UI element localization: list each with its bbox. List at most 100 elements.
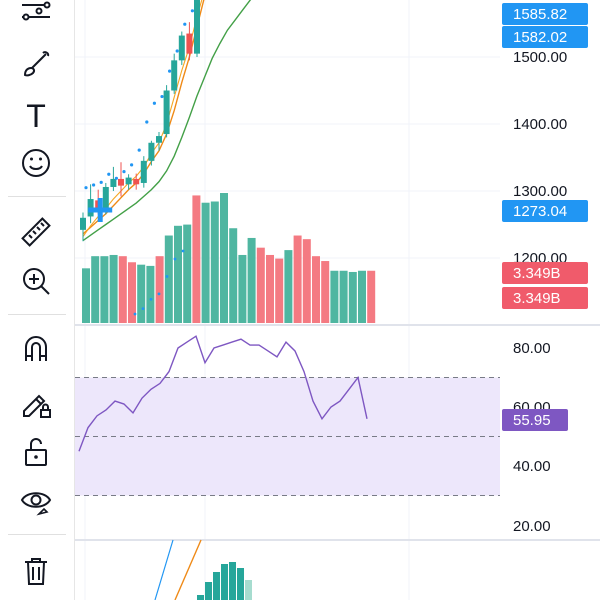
remove-drawings-tool[interactable]	[14, 551, 58, 591]
volume-bar	[220, 193, 228, 323]
trash-icon	[25, 558, 47, 585]
price-tag-bg	[502, 26, 588, 48]
magnet-tool[interactable]	[14, 330, 58, 370]
ruler-icon	[21, 217, 51, 247]
histogram-bar	[245, 580, 252, 600]
crosshair-marker	[88, 198, 113, 222]
candle-body	[118, 178, 124, 186]
candle-body	[178, 35, 185, 61]
indicator-dot	[190, 9, 194, 13]
rsi-tick-label: 80.00	[513, 340, 551, 357]
volume-bar	[174, 225, 182, 323]
indicator-dot	[181, 249, 185, 253]
indicator-dot	[183, 22, 187, 26]
indicator-dot	[168, 69, 172, 73]
smiley-icon	[22, 149, 50, 177]
candle-body	[163, 90, 170, 135]
zoom-tool[interactable]	[14, 261, 58, 301]
lines-icon	[22, 1, 51, 21]
volume-bar	[312, 256, 320, 323]
volume-bar	[155, 256, 164, 323]
indicator-dot	[141, 307, 145, 311]
candle-body	[194, 0, 200, 54]
magnet-icon	[25, 336, 47, 361]
price-tag: 1582.02	[502, 26, 588, 48]
indicator-dot	[175, 49, 179, 53]
volume-bar	[201, 202, 210, 323]
hide-drawings-tool[interactable]	[14, 480, 58, 520]
zoom-in-icon	[23, 268, 50, 295]
price-tick-label: 1300.00	[513, 183, 567, 200]
volume-bar	[339, 270, 348, 323]
brush-icon	[23, 51, 50, 77]
toolbar-separator	[8, 534, 66, 535]
histogram-bar	[221, 564, 228, 600]
price-tag: 1585.82	[502, 3, 588, 25]
price-pane	[80, 0, 376, 323]
indicator-dot	[92, 183, 96, 187]
lower-blue-line	[154, 539, 174, 600]
indicator-dot	[160, 94, 164, 99]
price-tag-bg	[502, 287, 588, 309]
indicator-dot	[122, 170, 126, 174]
volume-bar	[118, 256, 127, 323]
price-axis[interactable]: 1500.001400.001300.001200.001585.821582.…	[502, 3, 588, 535]
volume-bar	[238, 254, 247, 323]
price-tag: 3.349B	[502, 262, 588, 284]
indicator-dot	[152, 101, 156, 105]
candle-body	[140, 160, 147, 183]
indicator-dot	[145, 120, 149, 124]
candle-body	[125, 177, 132, 185]
volume-bar	[146, 265, 155, 323]
candle-body	[186, 33, 193, 54]
rsi-tag-label: 55.95	[513, 412, 551, 429]
indicator-dot	[114, 176, 118, 180]
volume-bar	[100, 256, 109, 323]
indicator-dot	[157, 292, 161, 296]
candle-body	[148, 142, 155, 161]
text-tool-glyph: T	[26, 98, 46, 132]
lock-drawings-tool[interactable]	[14, 383, 58, 423]
measure-tool[interactable]	[14, 212, 58, 252]
price-tag-label: 1582.02	[513, 29, 567, 46]
volume-bar	[302, 239, 311, 323]
price-tick-label: 1500.00	[513, 49, 567, 66]
price-tag: 3.349B	[502, 287, 588, 309]
price-tag-label: 1585.82	[513, 6, 567, 23]
chart-area[interactable]: 1500.001400.001300.001200.001585.821582.…	[75, 0, 600, 600]
candle-body	[133, 178, 140, 185]
indicator-dot	[99, 180, 103, 184]
volume-bar	[256, 247, 265, 323]
candle-body	[80, 217, 86, 230]
volume-bar	[275, 258, 284, 323]
text-icon: T	[26, 98, 46, 132]
volume-bar	[284, 250, 293, 323]
price-tag-label: 3.349B	[513, 290, 561, 307]
price-tag-label: 1273.04	[513, 203, 567, 220]
volume-bar	[128, 262, 136, 323]
price-tag-bg	[502, 200, 588, 222]
brush-tool[interactable]	[14, 45, 58, 85]
volume-bar	[330, 270, 339, 323]
lock-all-tool[interactable]	[14, 432, 58, 472]
volume-bar	[266, 254, 274, 323]
pencil-lock-icon	[23, 394, 51, 418]
volume-bar	[367, 270, 376, 323]
volume-bar	[183, 224, 192, 323]
indicator-dot	[165, 275, 169, 278]
price-tick-label: 1400.00	[513, 116, 567, 133]
indicator-dot	[173, 257, 177, 261]
eye-icon	[20, 492, 52, 516]
text-tool[interactable]: T	[14, 95, 58, 135]
indicator-dot	[133, 312, 137, 316]
rsi-line	[78, 335, 368, 452]
trend-line-tool[interactable]	[14, 0, 58, 34]
toolbar-separator	[8, 196, 66, 197]
rsi-tag: 55.95	[502, 409, 568, 431]
candle-body	[171, 60, 178, 91]
volume-bar	[137, 264, 146, 323]
emoji-tool[interactable]	[14, 143, 58, 183]
lower-indicator-pane	[154, 539, 252, 600]
volume-bar	[109, 254, 118, 323]
volume-bar	[82, 268, 90, 323]
